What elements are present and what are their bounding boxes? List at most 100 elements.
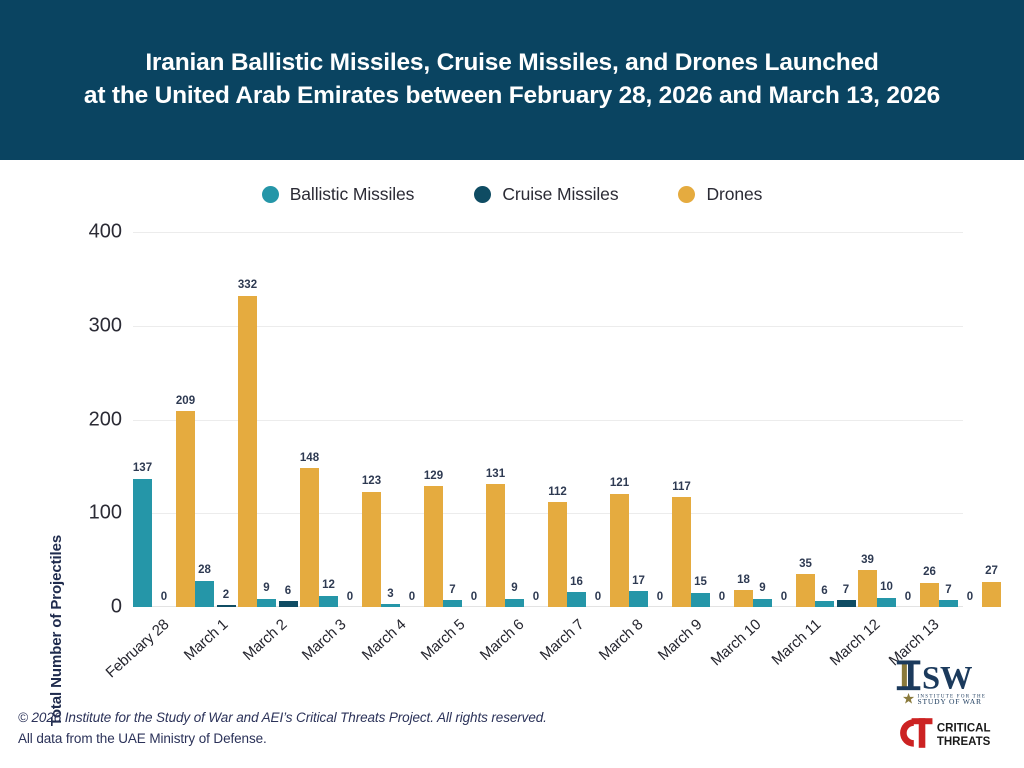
bar-group: 17 0 117 — [629, 232, 691, 607]
bar-column-cruise[interactable]: 0 — [651, 232, 670, 607]
bar[interactable] — [734, 590, 753, 607]
bar-column-ballistic[interactable]: 10 — [877, 232, 896, 607]
y-axis-tick-label: 100 — [88, 501, 122, 524]
bar-column-cruise[interactable]: 0 — [403, 232, 422, 607]
bar-value-label: 10 — [880, 581, 893, 594]
bar[interactable] — [629, 591, 648, 607]
bar[interactable] — [381, 604, 400, 607]
bar[interactable] — [216, 605, 236, 607]
bar[interactable] — [257, 598, 276, 607]
bar[interactable] — [796, 574, 815, 607]
page-title-line-1: Iranian Ballistic Missiles, Cruise Missi… — [145, 49, 879, 77]
legend-item-drones[interactable]: Drones — [678, 184, 762, 205]
bar-column-ballistic[interactable]: 7 — [939, 232, 958, 607]
bar-column-drones[interactable]: 121 — [610, 232, 629, 607]
bar-group: 6 7 39 — [815, 232, 877, 607]
bar-value-label: 18 — [737, 573, 750, 586]
bar-column-drones[interactable]: 35 — [796, 232, 815, 607]
legend-item-cruise-missiles[interactable]: Cruise Missiles — [474, 184, 619, 205]
bar-value-label: 0 — [656, 590, 664, 603]
bar[interactable] — [176, 411, 195, 607]
bar[interactable] — [548, 502, 567, 607]
bar-value-label: 332 — [237, 279, 258, 292]
bar-column-ballistic[interactable]: 16 — [567, 232, 586, 607]
bar-value-label: 28 — [198, 564, 211, 577]
bar-column-ballistic[interactable]: 17 — [629, 232, 648, 607]
bar-column-drones[interactable]: 129 — [424, 232, 443, 607]
bar-column-ballistic[interactable]: 6 — [815, 232, 834, 607]
bar-column-ballistic[interactable]: 9 — [505, 232, 524, 607]
bar-value-label: 123 — [361, 475, 382, 488]
bar-column-ballistic[interactable]: 3 — [381, 232, 400, 607]
bar[interactable] — [300, 468, 319, 607]
bar-column-ballistic[interactable]: 9 — [753, 232, 772, 607]
bar[interactable] — [443, 600, 462, 607]
bar[interactable] — [672, 497, 691, 607]
bar[interactable] — [920, 582, 939, 607]
bar-column-drones[interactable]: 131 — [486, 232, 505, 607]
bar-column-drones[interactable]: 18 — [734, 232, 753, 607]
bar-value-label: 0 — [160, 590, 168, 603]
bar-column-cruise[interactable]: 0 — [527, 232, 546, 607]
bar-column-drones[interactable]: 123 — [362, 232, 381, 607]
bar[interactable] — [982, 581, 1001, 607]
bar[interactable] — [753, 598, 772, 607]
bar-column-ballistic[interactable]: 15 — [691, 232, 710, 607]
bar-column-cruise[interactable]: 0 — [341, 232, 360, 607]
bar-column-ballistic[interactable]: 137 — [133, 232, 152, 607]
bar-column-ballistic[interactable]: 9 — [257, 232, 276, 607]
bar[interactable] — [319, 595, 338, 607]
bar-column-ballistic[interactable]: 7 — [443, 232, 462, 607]
bar[interactable] — [858, 570, 877, 607]
bar-column-cruise[interactable]: 0 — [465, 232, 484, 607]
bar[interactable] — [362, 491, 381, 607]
bar-value-label: 0 — [904, 590, 912, 603]
bar-column-cruise[interactable]: 0 — [775, 232, 794, 607]
bar-column-cruise[interactable]: 0 — [713, 232, 732, 607]
isw-logo: SW INSTITUTE FOR THE STUDY OF WAR — [896, 660, 987, 706]
bar[interactable] — [836, 600, 856, 607]
bar[interactable] — [691, 592, 710, 607]
bar[interactable] — [610, 493, 629, 607]
bar[interactable] — [567, 592, 586, 607]
bar-group: 9 6 148 — [257, 232, 319, 607]
bar-column-drones[interactable]: 112 — [548, 232, 567, 607]
bar[interactable] — [815, 601, 834, 607]
bar[interactable] — [939, 600, 958, 607]
bar-value-label: 0 — [594, 590, 602, 603]
bar-column-cruise[interactable]: 7 — [836, 232, 856, 607]
legend-item-ballistic-missiles[interactable]: Ballistic Missiles — [261, 184, 414, 205]
footer-credits: © 2026 Institute for the Study of War an… — [18, 708, 658, 750]
bar-column-drones[interactable]: 39 — [858, 232, 877, 607]
bar-group: 10 0 26 — [877, 232, 939, 607]
bar[interactable] — [505, 598, 524, 607]
bar-column-cruise[interactable]: 0 — [589, 232, 608, 607]
bar[interactable] — [133, 478, 152, 607]
bar-column-drones[interactable]: 117 — [672, 232, 691, 607]
bar[interactable] — [238, 295, 257, 607]
bar-value-label: 9 — [511, 582, 518, 595]
bar[interactable] — [195, 580, 214, 607]
y-axis-tick-label: 400 — [88, 220, 122, 243]
bar-column-drones[interactable]: 209 — [176, 232, 195, 607]
bar[interactable] — [424, 486, 443, 607]
bar-column-ballistic[interactable]: 12 — [319, 232, 338, 607]
bar-column-ballistic[interactable]: 28 — [195, 232, 214, 607]
bar-column-cruise[interactable]: 0 — [961, 232, 980, 607]
y-axis-tick-label: 0 — [110, 595, 122, 618]
bar-column-drones[interactable]: 27 — [982, 232, 1001, 607]
bar-column-cruise[interactable]: 2 — [216, 232, 236, 607]
bar[interactable] — [877, 597, 896, 607]
isw-sub-1: INSTITUTE FOR THE — [918, 693, 987, 699]
bar-column-cruise[interactable]: 6 — [278, 232, 298, 607]
bar-column-drones[interactable]: 148 — [300, 232, 319, 607]
bar-column-cruise[interactable]: 0 — [899, 232, 918, 607]
bar-column-drones[interactable]: 26 — [920, 232, 939, 607]
bar[interactable] — [278, 601, 298, 607]
bar[interactable] — [486, 484, 505, 607]
bar-column-drones[interactable]: 332 — [238, 232, 257, 607]
bar-value-label: 117 — [672, 480, 691, 493]
legend-label: Drones — [706, 184, 763, 204]
bar-column-cruise[interactable]: 0 — [155, 232, 174, 607]
bar-value-label: 27 — [985, 565, 998, 578]
